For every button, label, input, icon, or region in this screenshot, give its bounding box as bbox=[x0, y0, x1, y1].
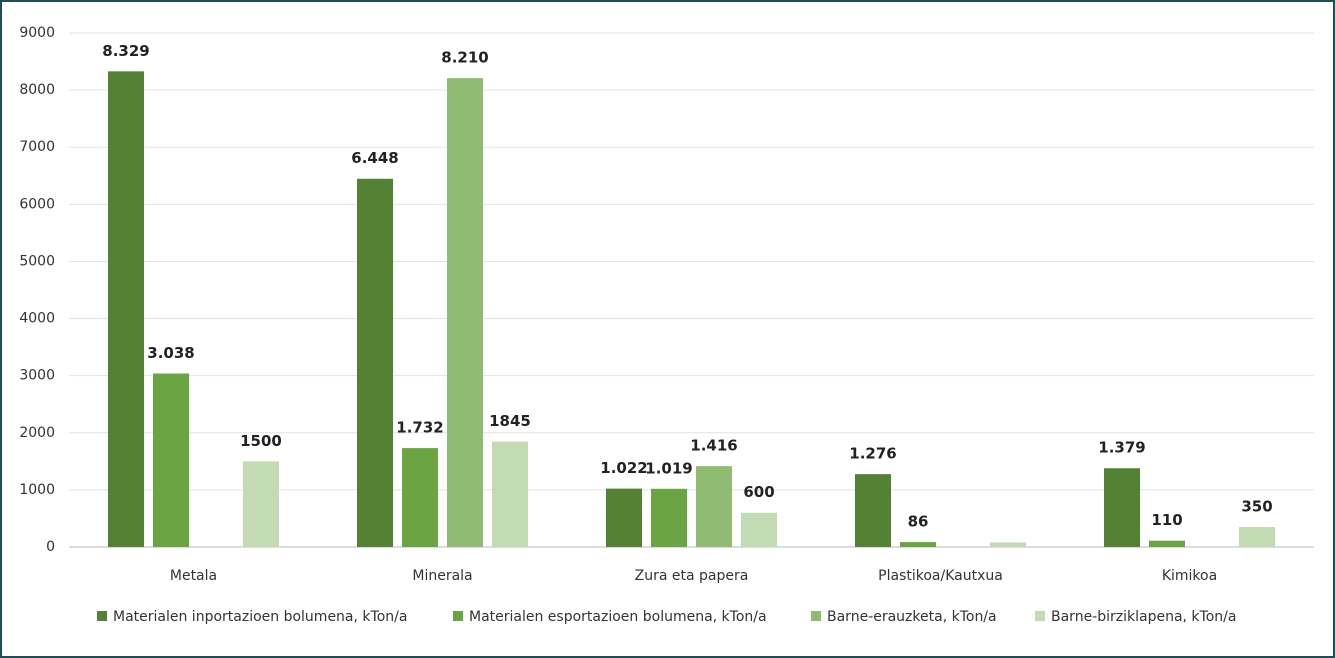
value-label: 600 bbox=[743, 483, 774, 501]
legend-swatch bbox=[97, 611, 107, 621]
y-tick-label: 2000 bbox=[19, 425, 55, 441]
y-tick-label: 5000 bbox=[19, 253, 55, 269]
y-tick-label: 1000 bbox=[19, 482, 55, 498]
x-tick-label: Kimikoa bbox=[1162, 568, 1217, 584]
bar bbox=[243, 461, 279, 547]
bar bbox=[696, 466, 732, 547]
value-label: 1.276 bbox=[849, 445, 896, 463]
bar bbox=[1149, 540, 1185, 547]
legend-swatch bbox=[811, 611, 821, 621]
bar bbox=[108, 71, 144, 547]
value-label: 6.448 bbox=[351, 149, 398, 167]
value-label: 1.022 bbox=[600, 459, 647, 477]
legend-label: Materialen esportazioen bolumena, kTon/a bbox=[469, 609, 767, 625]
bar bbox=[1104, 468, 1140, 547]
bar bbox=[900, 542, 936, 547]
value-label: 1.416 bbox=[690, 437, 737, 455]
x-tick-label: Zura eta papera bbox=[635, 568, 749, 584]
y-tick-label: 3000 bbox=[19, 368, 55, 384]
bar bbox=[741, 512, 777, 547]
legend-label: Barne-birziklapena, kTon/a bbox=[1051, 609, 1236, 625]
bar bbox=[492, 441, 528, 547]
value-label: 86 bbox=[908, 513, 929, 531]
value-label: 8.210 bbox=[441, 49, 488, 67]
x-tick-label: Metala bbox=[170, 568, 217, 584]
y-tick-label: 0 bbox=[46, 539, 55, 555]
value-label: 3.038 bbox=[147, 344, 194, 362]
legend-swatch bbox=[453, 611, 463, 621]
y-tick-label: 9000 bbox=[19, 25, 55, 41]
y-tick-label: 8000 bbox=[19, 82, 55, 98]
bar bbox=[357, 178, 393, 547]
legend-label: Materialen inportazioen bolumena, kTon/a bbox=[113, 609, 407, 625]
bar bbox=[990, 542, 1026, 547]
bar bbox=[402, 448, 438, 547]
value-label: 1.019 bbox=[645, 459, 692, 477]
bar bbox=[651, 488, 687, 547]
y-tick-label: 6000 bbox=[19, 196, 55, 212]
y-tick-label: 7000 bbox=[19, 139, 55, 155]
bar bbox=[153, 373, 189, 547]
bar bbox=[447, 78, 483, 548]
value-label: 1.379 bbox=[1098, 439, 1145, 457]
y-tick-label: 4000 bbox=[19, 311, 55, 327]
value-label: 1845 bbox=[489, 412, 531, 430]
value-label: 350 bbox=[1241, 498, 1272, 516]
x-tick-label: Minerala bbox=[412, 568, 472, 584]
legend-label: Barne-erauzketa, kTon/a bbox=[827, 609, 997, 625]
bar bbox=[606, 488, 642, 547]
value-label: 8.329 bbox=[102, 42, 149, 60]
x-tick-label: Plastikoa/Kautxua bbox=[878, 568, 1003, 584]
value-label: 110 bbox=[1151, 511, 1182, 529]
bar bbox=[855, 474, 891, 547]
bar bbox=[1239, 527, 1275, 547]
value-label: 1500 bbox=[240, 432, 282, 450]
legend-swatch bbox=[1035, 611, 1045, 621]
value-label: 1.732 bbox=[396, 419, 443, 437]
